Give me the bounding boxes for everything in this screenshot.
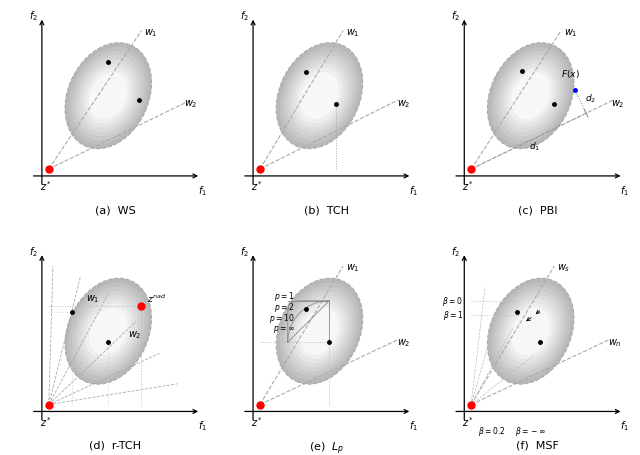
Ellipse shape (491, 283, 570, 380)
Ellipse shape (501, 60, 561, 133)
Text: $w_2$: $w_2$ (397, 337, 410, 349)
Ellipse shape (494, 287, 567, 376)
Text: $w_1$: $w_1$ (144, 27, 158, 39)
Text: $f_2$: $f_2$ (451, 244, 460, 258)
Ellipse shape (290, 295, 349, 368)
Text: $w_2$: $w_2$ (611, 97, 625, 109)
Ellipse shape (76, 56, 141, 137)
Text: $f_1$: $f_1$ (620, 183, 629, 197)
Text: $f_1$: $f_1$ (198, 419, 207, 432)
Ellipse shape (501, 295, 561, 368)
Ellipse shape (76, 291, 141, 372)
Text: $w_n$: $w_n$ (608, 337, 622, 349)
Ellipse shape (296, 303, 342, 359)
Text: $w_1$: $w_1$ (346, 262, 359, 274)
Ellipse shape (296, 69, 342, 124)
Ellipse shape (293, 299, 346, 364)
Text: $z^*$: $z^*$ (40, 179, 52, 193)
Ellipse shape (65, 278, 152, 384)
Ellipse shape (504, 65, 557, 129)
Ellipse shape (276, 278, 363, 384)
Text: (b)  TCH: (b) TCH (304, 205, 349, 215)
Ellipse shape (488, 278, 574, 384)
Ellipse shape (504, 299, 557, 364)
Text: $w_1$: $w_1$ (564, 27, 577, 39)
Ellipse shape (283, 52, 356, 141)
Text: $f_1$: $f_1$ (620, 419, 629, 432)
Text: $z^*$: $z^*$ (251, 179, 263, 193)
Text: (c)  PBI: (c) PBI (518, 205, 557, 215)
Text: $f_1$: $f_1$ (198, 183, 207, 197)
Text: $w_2$: $w_2$ (184, 97, 198, 109)
Text: $z^*$: $z^*$ (40, 415, 52, 428)
Ellipse shape (283, 287, 356, 376)
Ellipse shape (511, 308, 550, 355)
Ellipse shape (511, 73, 550, 120)
Ellipse shape (68, 283, 148, 380)
Text: $\beta=0$: $\beta=0$ (442, 295, 463, 308)
Text: $p=\infty$: $p=\infty$ (273, 323, 294, 334)
Ellipse shape (79, 60, 138, 133)
Text: $w_1$: $w_1$ (86, 293, 100, 304)
Text: $f_1$: $f_1$ (409, 419, 418, 432)
Text: (e)  $L_p$: (e) $L_p$ (308, 440, 344, 455)
Ellipse shape (290, 60, 349, 133)
Ellipse shape (79, 295, 138, 368)
Ellipse shape (72, 52, 145, 141)
Text: (a)  WS: (a) WS (95, 205, 136, 215)
Ellipse shape (498, 291, 564, 372)
Text: $f_2$: $f_2$ (240, 244, 249, 258)
Ellipse shape (85, 69, 131, 124)
Ellipse shape (293, 65, 346, 129)
Text: $\beta=0.2$: $\beta=0.2$ (478, 424, 506, 437)
Text: $F(x)$: $F(x)$ (561, 68, 580, 80)
Text: $z^*$: $z^*$ (462, 179, 474, 193)
Text: $d_1$: $d_1$ (529, 140, 540, 152)
Ellipse shape (280, 48, 359, 145)
Text: (d)  r-TCH: (d) r-TCH (89, 440, 141, 450)
Text: $p=10$: $p=10$ (269, 311, 294, 324)
Text: $w_2$: $w_2$ (127, 329, 141, 340)
Text: $\beta=1$: $\beta=1$ (443, 308, 463, 321)
Text: $z^{nad}$: $z^{nad}$ (147, 292, 166, 304)
Text: $f_2$: $f_2$ (29, 10, 38, 23)
Text: $d_2$: $d_2$ (585, 92, 596, 105)
Ellipse shape (508, 303, 554, 359)
Ellipse shape (287, 291, 353, 372)
Text: $\beta=-\infty$: $\beta=-\infty$ (515, 424, 547, 437)
Ellipse shape (65, 44, 152, 149)
Ellipse shape (287, 56, 353, 137)
Ellipse shape (68, 48, 148, 145)
Ellipse shape (498, 56, 564, 137)
Ellipse shape (82, 299, 134, 364)
Text: $z^*$: $z^*$ (462, 415, 474, 428)
Ellipse shape (89, 308, 128, 355)
Ellipse shape (89, 73, 128, 120)
Text: $w_s$: $w_s$ (557, 262, 570, 274)
Text: $w_1$: $w_1$ (346, 27, 359, 39)
Ellipse shape (276, 44, 363, 149)
Ellipse shape (85, 303, 131, 359)
Ellipse shape (494, 52, 567, 141)
Text: $f_2$: $f_2$ (451, 10, 460, 23)
Ellipse shape (508, 69, 554, 124)
Text: $p=1$: $p=1$ (275, 289, 294, 302)
Ellipse shape (280, 283, 359, 380)
Text: $f_2$: $f_2$ (29, 244, 38, 258)
Ellipse shape (72, 287, 145, 376)
Ellipse shape (488, 44, 574, 149)
Ellipse shape (82, 65, 134, 129)
Text: $z^*$: $z^*$ (251, 415, 263, 428)
Text: (f)  MSF: (f) MSF (516, 440, 559, 450)
Ellipse shape (300, 73, 339, 120)
Text: $w_2$: $w_2$ (397, 97, 410, 109)
Ellipse shape (491, 48, 570, 145)
Text: $f_2$: $f_2$ (240, 10, 249, 23)
Ellipse shape (300, 308, 339, 355)
Text: $f_1$: $f_1$ (409, 183, 418, 197)
Text: $p=2$: $p=2$ (275, 300, 294, 313)
